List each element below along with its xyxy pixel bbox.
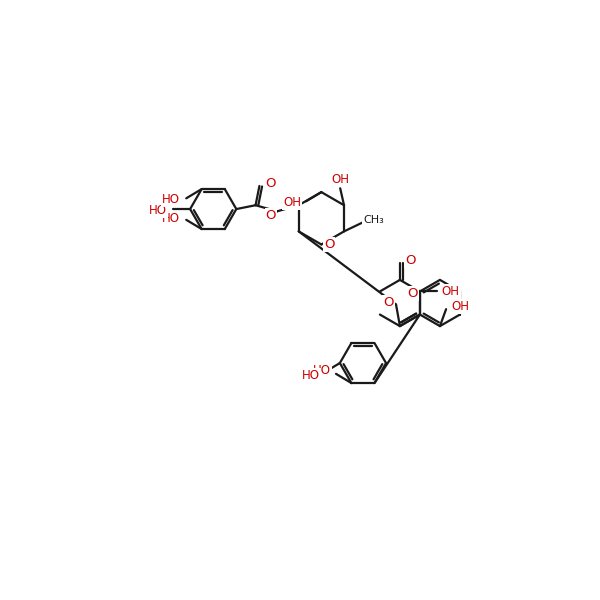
Text: O: O bbox=[383, 296, 394, 310]
Text: O: O bbox=[406, 254, 416, 267]
Text: OH: OH bbox=[451, 301, 469, 313]
Text: HO: HO bbox=[149, 204, 167, 217]
Text: OH: OH bbox=[283, 196, 301, 209]
Text: HO: HO bbox=[302, 369, 320, 382]
Text: HO: HO bbox=[162, 212, 180, 225]
Text: O: O bbox=[265, 177, 275, 190]
Text: O: O bbox=[266, 209, 276, 222]
Text: CH₃: CH₃ bbox=[363, 215, 383, 225]
Text: OH: OH bbox=[442, 285, 460, 298]
Text: OH: OH bbox=[331, 173, 349, 186]
Text: O: O bbox=[324, 238, 334, 251]
Text: O: O bbox=[407, 287, 418, 300]
Text: HO: HO bbox=[313, 364, 331, 377]
Text: HO: HO bbox=[162, 193, 180, 206]
